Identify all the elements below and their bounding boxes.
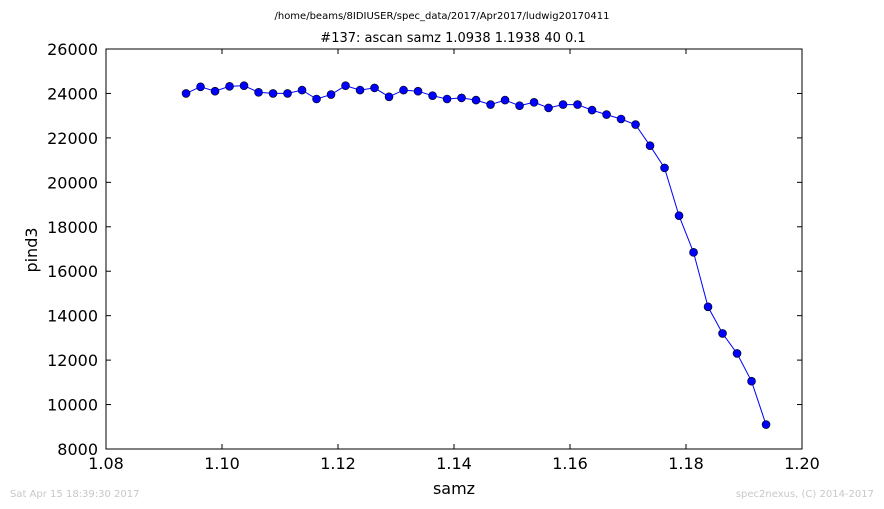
y-tick-label: 18000 [47, 218, 98, 237]
x-axis-ticks: 1.08 1.10 1.12 1.14 1.16 1.18 1.20 [88, 49, 820, 473]
data-point [558, 100, 568, 109]
data-point [587, 105, 597, 115]
x-tick-label: 1.14 [436, 454, 472, 473]
data-point [703, 302, 713, 312]
data-point [355, 85, 365, 95]
data-point [515, 101, 524, 110]
y-tick-label: 24000 [47, 84, 98, 103]
data-point [486, 100, 495, 109]
x-axis-label: samz [433, 479, 475, 498]
data-series-pind3 [181, 81, 771, 429]
data-point [616, 114, 626, 124]
data-point [631, 120, 640, 129]
data-point [297, 85, 307, 95]
y-tick-label: 8000 [57, 440, 98, 459]
x-tick-label: 1.20 [784, 454, 820, 473]
data-point [500, 95, 510, 105]
data-point [732, 349, 742, 358]
y-tick-label: 22000 [47, 129, 98, 148]
data-point [428, 91, 437, 100]
data-point [573, 100, 582, 109]
data-point [674, 211, 684, 220]
x-tick-label: 1.16 [552, 454, 588, 473]
x-tick-label: 1.08 [88, 454, 124, 473]
data-point [312, 94, 321, 104]
series-line [185, 85, 767, 425]
data-point [645, 141, 655, 150]
y-axis-label: pind3 [22, 227, 41, 272]
data-point [283, 89, 292, 98]
plot-area-frame [105, 48, 803, 450]
data-point [457, 93, 466, 103]
data-point [442, 94, 452, 104]
data-point [384, 92, 394, 102]
y-tick-label: 10000 [47, 396, 98, 415]
y-tick-label: 20000 [47, 173, 98, 192]
chart-title: #137: ascan samz 1.0938 1.1938 40 0.1 [320, 31, 585, 46]
data-point [326, 90, 336, 99]
data-point [544, 103, 553, 113]
data-point [689, 248, 698, 257]
data-point [399, 85, 408, 95]
data-point [718, 329, 727, 338]
y-axis-ticks: 8000 10000 12000 14000 16000 18000 20000 22000 2… [47, 40, 802, 459]
data-point [761, 420, 771, 429]
y-tick-label: 26000 [47, 40, 98, 59]
data-point [254, 88, 263, 97]
y-tick-label: 12000 [47, 351, 98, 370]
file-path-header: /home/beams/8IDIUSER/spec_data/2017/Apr2… [274, 11, 609, 22]
y-tick-label: 14000 [47, 307, 98, 326]
x-tick-label: 1.12 [320, 454, 356, 473]
y-tick-label: 16000 [47, 262, 98, 281]
data-point [660, 163, 669, 173]
data-point [181, 89, 191, 98]
x-tick-label: 1.10 [204, 454, 240, 473]
footer-timestamp: Sat Apr 15 18:39:30 2017 [10, 489, 140, 500]
footer-credit: spec2nexus, (C) 2014-2017 [735, 489, 874, 500]
data-point [341, 81, 350, 90]
x-tick-label: 1.18 [668, 454, 704, 473]
data-point [747, 376, 756, 386]
data-point [529, 98, 539, 107]
data-point [239, 81, 249, 90]
data-point [370, 83, 379, 93]
data-point [210, 86, 220, 96]
data-point [268, 89, 278, 98]
data-point [196, 82, 205, 92]
data-point [413, 86, 423, 96]
data-point [471, 95, 481, 105]
data-point [225, 82, 234, 91]
data-point [602, 110, 611, 119]
